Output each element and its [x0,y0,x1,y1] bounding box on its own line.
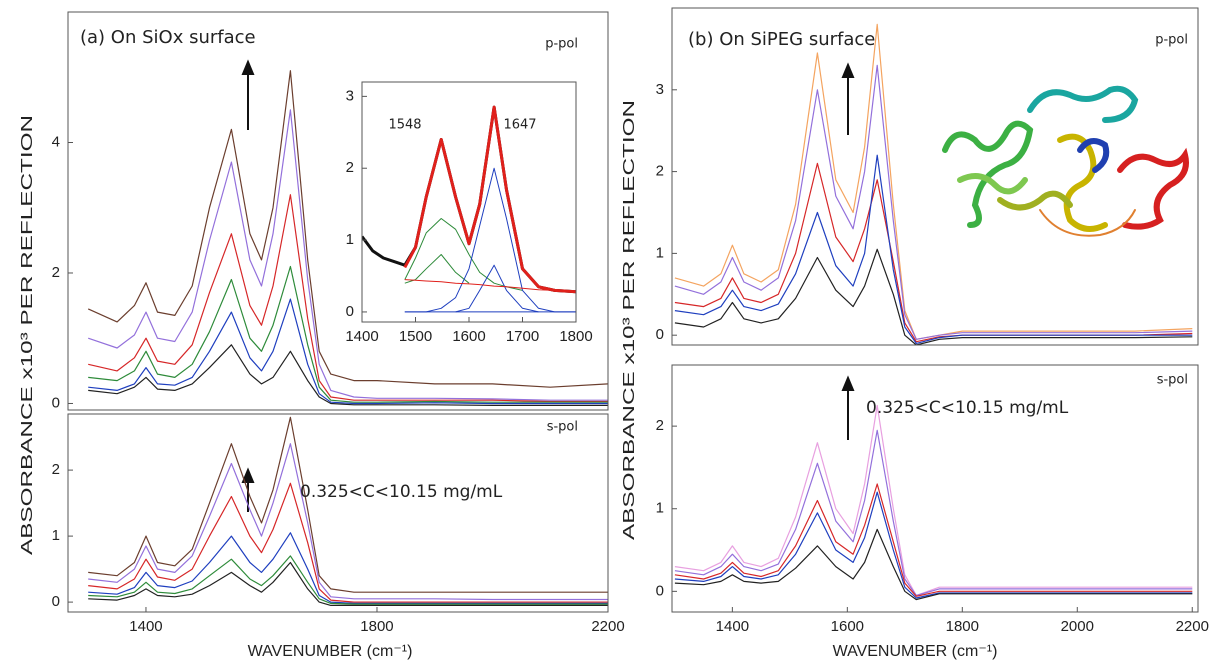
annotation: 1548 [388,118,421,133]
plot-frame [67,11,609,411]
x-axis-title: WAVENUMBER (cm⁻¹) [248,643,413,660]
spectrum-line [404,279,576,293]
y-tick-label: 2 [346,159,354,176]
x-tick-label: 1800 [946,618,979,635]
y-tick-label: 0 [346,303,354,320]
spectrum-line [674,483,1193,597]
spectrum-line [88,532,608,604]
y-tick-label: 1 [346,231,354,248]
spectrum-line [674,64,1193,340]
spectrum-line [674,404,1193,597]
x-tick-label: 1400 [129,618,162,635]
y-axis-title: ABSORBANCE x10³ PER REFLECTION [621,100,638,540]
spectrum-line [88,555,608,605]
spectrum-line [674,528,1193,601]
y-tick-label: 3 [656,81,664,98]
spectrum-line [88,561,608,606]
y-tick-label: 0 [52,394,60,411]
y-tick-label: 2 [52,461,60,478]
x-tick-label: 1400 [716,618,749,635]
y-tick-label: 0 [656,326,664,343]
y-tick-label: 0 [656,582,664,599]
arrows [241,59,855,512]
annotation: 0.325<C<10.15 mg/mL [866,398,1069,418]
x-tick-label: 1600 [452,328,485,345]
y-tick-label: 1 [52,527,60,544]
spectrum-line [404,218,523,291]
y-tick-label: 4 [52,133,60,150]
plot-area [88,416,608,606]
y-tick-label: 2 [656,163,664,180]
spectrum-line [455,264,539,313]
annotation: s-pol [547,420,578,435]
y-tick-label: 2 [656,417,664,434]
spectrum-line [88,265,608,403]
spectrum-line [88,482,608,603]
plot-frame [67,413,609,613]
spectrum-line [88,109,608,401]
x-tick-label: 1400 [345,328,378,345]
spectrum-line [674,23,1193,340]
plot-frame [671,7,1199,346]
x-tick-label: 1800 [559,328,592,345]
x-tick-label: 2200 [591,618,624,635]
y-tick-label: 0 [52,593,60,610]
spectrum-line [674,154,1193,344]
spectrum-line [88,194,608,403]
x-tick-label: 2200 [1176,618,1209,635]
y-tick-label: 2 [52,264,60,281]
spectrum-line [674,162,1193,343]
spectrum-line [88,344,608,406]
x-tick-label: 1800 [360,618,393,635]
y-tick-label: 1 [656,500,664,517]
spectrum-line [674,429,1193,597]
protein-structure [942,85,1189,237]
spectrum-line [674,248,1193,345]
spectrum-line [403,105,576,294]
y-tick-label: 1 [656,244,664,261]
plot-area [362,105,576,313]
x-axis-title: WAVENUMBER (cm⁻¹) [833,643,998,660]
spectrum-line [674,491,1193,599]
x-tick-label: 1700 [506,328,539,345]
x-tick-label: 1500 [399,328,432,345]
plot-frame [671,364,1199,613]
plot-area [674,404,1193,601]
y-axis-title: ABSORBANCE x10³ PER REFLECTION [19,115,36,555]
spectrum-line [87,70,608,388]
plot-area [87,70,608,406]
x-tick-label: 2000 [1061,618,1094,635]
annotation: p-pol [1155,33,1188,48]
annotation: s-pol [1157,373,1188,388]
annotation: p-pol [545,37,578,52]
spectrum-line [88,416,608,593]
inset-background [362,82,576,322]
annotation: 1647 [503,118,536,133]
spectrum-line [88,443,608,601]
panel-title: (b) On SiPEG surface [688,29,875,50]
spectrum-line [88,298,608,405]
x-tick-label: 1600 [831,618,864,635]
plot-area [674,23,1193,345]
annotation: 0.325<C<10.15 mg/mL [300,482,503,502]
panel-title: (a) On SiOx surface [80,27,256,48]
y-tick-label: 3 [346,87,354,104]
